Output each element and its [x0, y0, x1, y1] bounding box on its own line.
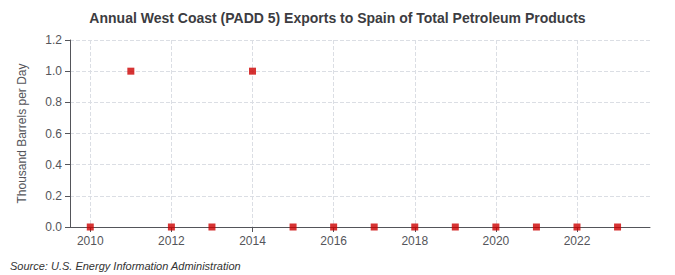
- svg-text:Source: U.S. Energy Informatio: Source: U.S. Energy Information Administ…: [10, 260, 241, 272]
- svg-text:0.4: 0.4: [45, 158, 62, 172]
- svg-text:Annual West Coast (PADD 5) Exp: Annual West Coast (PADD 5) Exports to Sp…: [89, 10, 585, 26]
- svg-text:2022: 2022: [564, 234, 591, 248]
- svg-text:0.6: 0.6: [45, 127, 62, 141]
- svg-text:0.0: 0.0: [45, 220, 62, 234]
- svg-text:2018: 2018: [401, 234, 428, 248]
- svg-text:0.2: 0.2: [45, 189, 62, 203]
- svg-text:Thousand Barrels per Day: Thousand Barrels per Day: [15, 63, 29, 203]
- svg-text:2010: 2010: [77, 234, 104, 248]
- svg-text:2020: 2020: [483, 234, 510, 248]
- svg-text:0.8: 0.8: [45, 95, 62, 109]
- svg-text:1.0: 1.0: [45, 64, 62, 78]
- svg-text:2016: 2016: [320, 234, 347, 248]
- svg-text:1.2: 1.2: [45, 33, 62, 47]
- svg-text:2012: 2012: [158, 234, 185, 248]
- svg-text:2014: 2014: [239, 234, 266, 248]
